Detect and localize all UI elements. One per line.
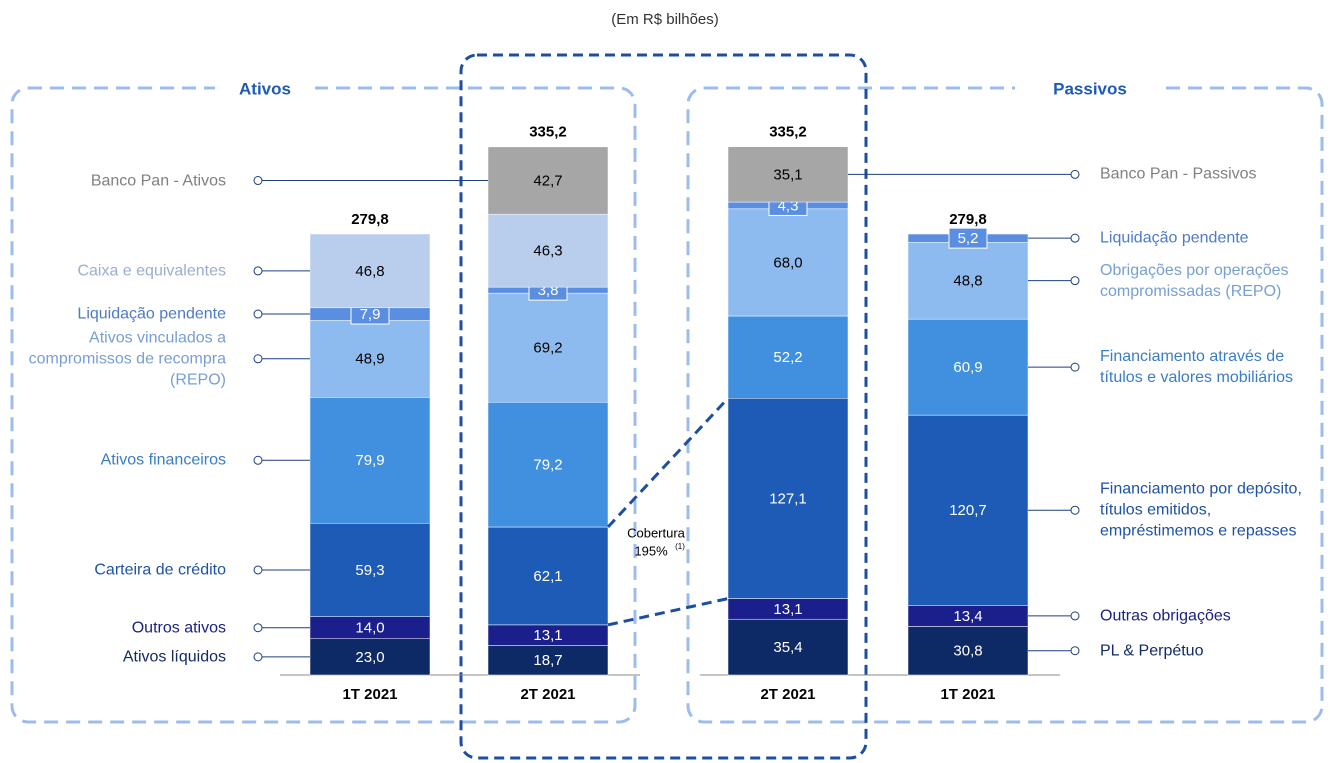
value-label: 59,3 xyxy=(355,562,384,579)
legend-label: Outros ativos xyxy=(131,619,226,637)
ativos-box xyxy=(10,86,637,724)
bar-segment xyxy=(309,522,431,617)
bar-segment xyxy=(907,414,1029,606)
value-label: 69,2 xyxy=(533,340,562,357)
panel-title: Ativos xyxy=(239,79,291,98)
bar-segment xyxy=(487,401,609,528)
legend-label: Banco Pan - Passivos xyxy=(1100,165,1257,183)
leader-dot xyxy=(1070,169,1080,179)
leader-dot xyxy=(1070,611,1080,621)
total-label: 335,2 xyxy=(529,124,567,141)
value-label: 35,1 xyxy=(773,166,802,183)
value-label: 127,1 xyxy=(769,490,807,507)
legend-label: Financiamento por depósito, títulos emit… xyxy=(1100,480,1302,540)
bar-segment xyxy=(309,319,431,398)
legend-label: Ativos financeiros xyxy=(100,451,226,469)
value-label: 18,7 xyxy=(533,652,562,669)
coverage-line xyxy=(606,397,730,529)
leader-dot xyxy=(1070,276,1080,286)
legend-label: PL & Perpétuo xyxy=(1100,642,1204,660)
x-tick-label: 1T 2021 xyxy=(342,686,397,703)
legend-label: Liquidação pendente xyxy=(1100,229,1249,247)
leader-dot xyxy=(253,266,263,276)
passivos-box xyxy=(686,86,1324,724)
total-label: 335,2 xyxy=(769,124,807,141)
bar-segment xyxy=(727,315,849,399)
leader-dot xyxy=(1070,505,1080,515)
bar-segment xyxy=(727,146,849,203)
value-label: 46,8 xyxy=(355,263,384,280)
bar-segment xyxy=(727,618,849,676)
leader-dot xyxy=(253,623,263,633)
legend-label: Banco Pan - Ativos xyxy=(90,172,226,190)
bar-segment xyxy=(309,638,431,676)
bar-segment xyxy=(907,241,1029,320)
value-label: 42,7 xyxy=(533,172,562,189)
x-tick-label: 2T 2021 xyxy=(760,686,815,703)
legend-label: Liquidação pendente xyxy=(77,305,226,323)
leader-dot xyxy=(1070,362,1080,372)
leader-dot xyxy=(253,354,263,364)
annotation-note: (1) xyxy=(675,542,685,551)
bar-segment xyxy=(727,208,849,317)
total-label: 279,8 xyxy=(949,211,987,228)
bar-segment xyxy=(727,398,849,599)
legend-label: Obrigações por operações compromissadas … xyxy=(1100,261,1289,300)
leader-dot xyxy=(253,652,263,662)
value-label: 60,9 xyxy=(953,359,982,376)
bar-segment xyxy=(487,645,609,676)
legend-label: Outras obrigações xyxy=(1100,607,1231,625)
value-label: 7,9 xyxy=(360,306,381,323)
coverage-line xyxy=(607,597,729,627)
value-label: 46,3 xyxy=(533,243,562,260)
value-label: 23,0 xyxy=(355,649,384,666)
leader-dot xyxy=(253,565,263,575)
value-label: 13,1 xyxy=(533,627,562,644)
value-label: 79,9 xyxy=(355,452,384,469)
value-label: 120,7 xyxy=(949,502,987,519)
panel-title: Passivos xyxy=(1053,79,1127,98)
total-label: 279,8 xyxy=(351,211,389,228)
value-label: 79,2 xyxy=(533,457,562,474)
bar-segment xyxy=(907,626,1029,676)
value-label: 13,4 xyxy=(953,608,982,625)
legend-label: Ativos vinculados a compromissos de reco… xyxy=(28,329,226,389)
value-label: 13,1 xyxy=(773,601,802,618)
x-tick-label: 2T 2021 xyxy=(520,686,575,703)
x-tick-label: 1T 2021 xyxy=(940,686,995,703)
bar-segment xyxy=(309,233,431,309)
title-bg xyxy=(215,76,315,102)
annotation-value: 195% xyxy=(634,543,668,558)
bar-segment xyxy=(487,146,609,215)
annotation: Cobertura xyxy=(627,525,686,540)
bar-segment xyxy=(487,213,609,288)
legend-label: Ativos líquidos xyxy=(122,648,226,666)
period-box xyxy=(459,53,868,760)
leader-dot xyxy=(1070,646,1080,656)
leader-dot xyxy=(253,455,263,465)
legend-label: Carteira de crédito xyxy=(94,561,226,579)
leader-dot xyxy=(253,176,263,186)
value-label: 30,8 xyxy=(953,643,982,660)
bar-segment xyxy=(309,397,431,524)
legend-label: Financiamento através de títulos e valor… xyxy=(1100,348,1293,387)
value-label: 68,0 xyxy=(773,254,802,271)
value-label: 48,9 xyxy=(355,351,384,368)
bar-segment xyxy=(487,526,609,626)
title-bg xyxy=(1015,76,1165,102)
value-label: 35,4 xyxy=(773,639,802,656)
leader-dot xyxy=(253,309,263,319)
value-label: 14,0 xyxy=(355,620,384,637)
subtitle: (Em R$ bilhões) xyxy=(611,11,719,28)
leader-dot xyxy=(1070,233,1080,243)
bar-segment xyxy=(487,292,609,403)
value-label: 62,1 xyxy=(533,568,562,585)
value-label: 5,2 xyxy=(958,230,979,247)
label-box xyxy=(948,227,988,249)
legend-label: Caixa e equivalentes xyxy=(77,262,226,280)
value-label: 52,2 xyxy=(773,349,802,366)
value-label: 48,8 xyxy=(953,273,982,290)
